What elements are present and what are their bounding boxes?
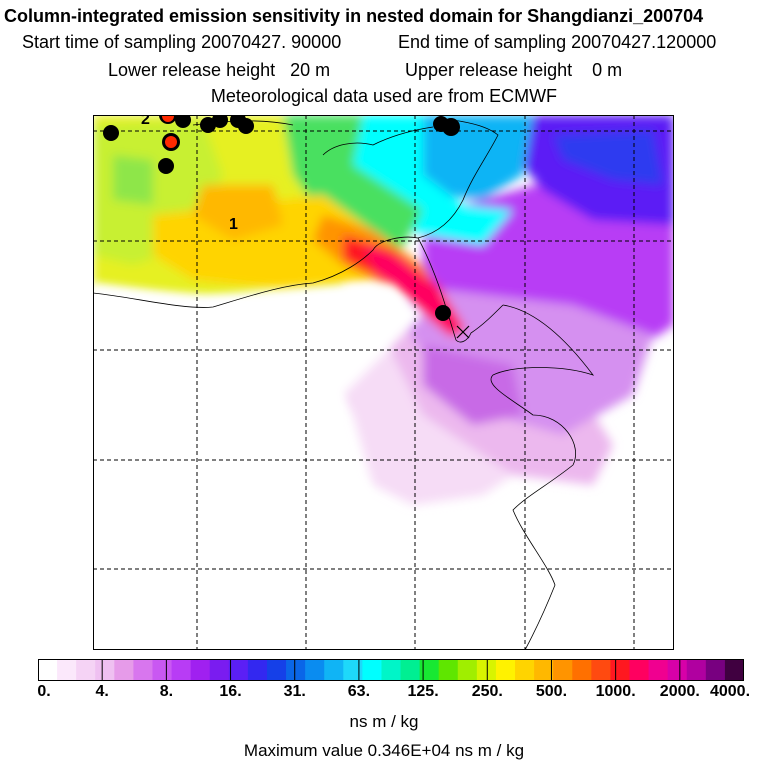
x-marker-icon [456, 325, 470, 339]
colorbar-swatch [400, 659, 421, 681]
colorbar-swatch [476, 659, 497, 681]
colorbar-swatch [152, 659, 173, 681]
release-lower: Lower release height 20 m [108, 60, 331, 80]
colorbar-tick-label: 125. [407, 683, 439, 700]
colorbar-tick-label: 1000. [595, 683, 636, 700]
colorbar-tick-label: 31. [283, 683, 306, 700]
sensitivity-map: 2 1 [93, 115, 674, 650]
release-upper: Upper release height 0 m [405, 60, 623, 80]
cluster-label-1: 1 [229, 216, 238, 233]
colorbar-tick-label: 500. [535, 683, 568, 700]
maximum-value: Maximum value 0.346E+04 ns m / kg [243, 741, 525, 760]
colorbar-swatch [724, 659, 744, 681]
colorbar-swatch [114, 659, 134, 681]
colorbar-swatch [324, 659, 344, 681]
colorbar-swatch [171, 659, 192, 681]
colorbar-swatch [247, 659, 268, 681]
colorbar-swatch [362, 659, 382, 681]
cluster-label-2: 2 [141, 115, 150, 128]
colorbar-tick-label: 16. [219, 683, 242, 700]
white-area [93, 285, 423, 650]
colorbar-tick-label: 0. [37, 683, 51, 700]
sampling-end: End time of sampling 20070427.120000 [398, 32, 717, 52]
colorbar-swatch [133, 659, 153, 681]
colorbar-swatch [38, 659, 58, 681]
colorbar-swatch [266, 659, 287, 681]
colorbar-tick-label: 63. [347, 683, 371, 700]
lat-lon-grid [93, 115, 674, 650]
colorbar-swatch [610, 659, 631, 681]
colorbar-swatch [457, 659, 478, 681]
colorbar-swatch [572, 659, 592, 681]
colorbar-swatch [343, 659, 363, 681]
colorbar-swatch [495, 659, 516, 681]
colorbar-swatch [648, 659, 669, 681]
colorbar [38, 659, 744, 681]
colorbar-units: ns m / kg [349, 712, 419, 731]
colorbar-swatch [667, 659, 688, 681]
colorbar-swatch [419, 659, 440, 681]
colorbar-swatch [553, 659, 573, 681]
colorbar-swatch [95, 659, 115, 681]
colorbar-swatch [209, 659, 230, 681]
colorbar-tick-label: 4. [95, 683, 109, 700]
colorbar-tick-label: 8. [159, 683, 174, 700]
colorbar-swatch [686, 659, 707, 681]
colorbar-swatch [515, 659, 535, 681]
cluster-markers [103, 115, 460, 321]
colorbar-tick-label: 250. [471, 683, 503, 700]
colorbar-swatch [629, 659, 650, 681]
colorbar-swatch [76, 659, 96, 681]
colorbar-frame [38, 659, 744, 681]
colorbar-swatch [228, 659, 249, 681]
colorbar-swatch [305, 659, 325, 681]
met-data-source: Meteorological data used are from ECMWF [210, 86, 558, 106]
sampling-start: Start time of sampling 20070427. 90000 [22, 32, 342, 52]
colorbar-tick-label: 4000. [709, 683, 751, 700]
colorbar-swatch [438, 659, 459, 681]
colorbar-swatch [705, 659, 726, 681]
colorbar-swatch [57, 659, 77, 681]
colorbar-swatch [591, 659, 611, 681]
colorbar-swatch [286, 659, 306, 681]
colorbar-swatch [190, 659, 211, 681]
colorbar-swatch [534, 659, 554, 681]
colorbar-swatch [381, 659, 402, 681]
colorbar-tick-label: 2000. [659, 683, 700, 700]
figure-title: Column-integrated emission sensitivity i… [4, 6, 704, 26]
